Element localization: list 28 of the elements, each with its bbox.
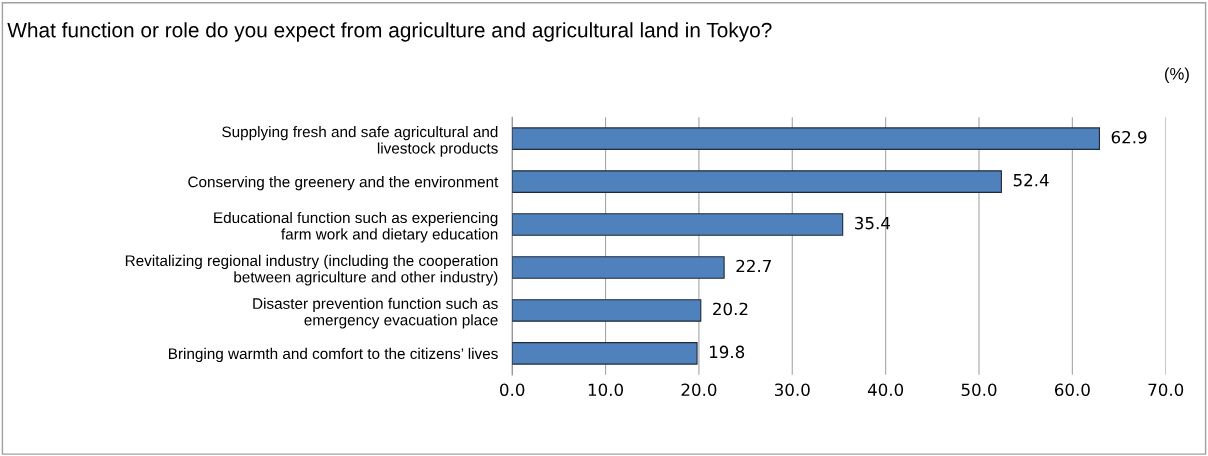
data-label: 19.8 — [709, 345, 745, 359]
bar — [512, 213, 844, 236]
x-tick-label: 20.0 — [681, 383, 717, 397]
bar — [512, 127, 1100, 150]
bar — [512, 299, 702, 322]
y-tick-label: Supplying fresh and safe agricultural and livestock products — [222, 126, 498, 157]
y-tick-label: Educational function such as experiencing farm work and dietary education — [214, 211, 498, 243]
chart-title: What function or role do you expect from agriculture and agricultural land in Tokyo? — [7, 22, 772, 42]
data-label: 22.7 — [736, 259, 771, 273]
y-tick-label: Disaster prevention function such as emergency evacuation place — [253, 297, 498, 329]
y-tick-label: Revitalizing regional industry (including the cooperation between agriculture and other industry) — [125, 254, 498, 286]
x-tick-label: 50.0 — [961, 383, 997, 397]
data-label: 62.9 — [1111, 130, 1147, 144]
bar — [512, 256, 725, 279]
x-tick-label: 30.0 — [774, 383, 810, 397]
y-tick-label: Conserving the greenery and the environment — [188, 176, 499, 191]
x-tick-label: 40.0 — [867, 383, 904, 397]
bar — [512, 170, 1002, 193]
data-label: 52.4 — [1013, 173, 1049, 187]
text: (%) — [1164, 67, 1189, 83]
data-label: 35.4 — [855, 216, 890, 230]
x-tick-label: 70.0 — [1148, 383, 1184, 397]
x-tick-label: 10.0 — [588, 383, 623, 397]
bar — [512, 342, 698, 365]
x-tick-label: 60.0 — [1054, 383, 1090, 397]
data-label: 20.2 — [713, 302, 748, 316]
x-tick-label: 0.0 — [500, 383, 525, 397]
y-tick-label: Bringing warmth and comfort to the citizens’ lives — [168, 347, 498, 363]
